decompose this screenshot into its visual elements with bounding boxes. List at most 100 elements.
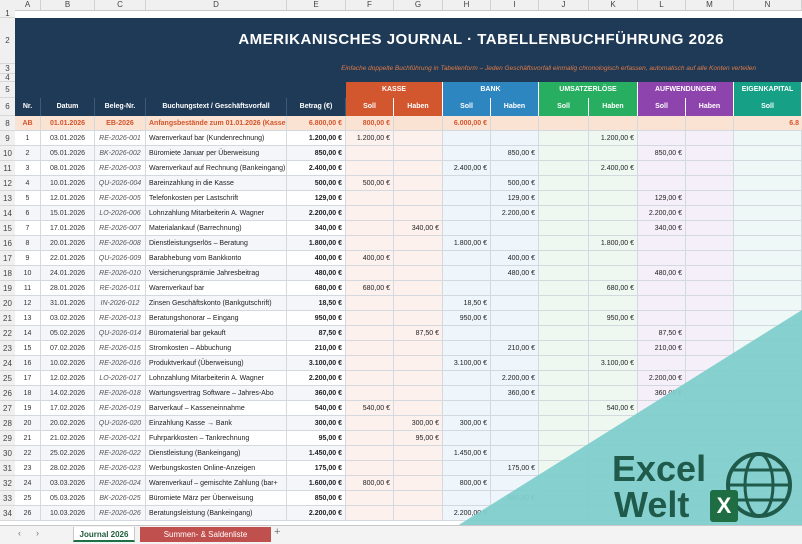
table-cell[interactable]: 360,00 € (287, 386, 346, 401)
table-cell[interactable] (589, 116, 638, 131)
table-cell[interactable] (443, 431, 491, 446)
table-cell[interactable] (394, 341, 443, 356)
table-cell[interactable]: 1.800,00 € (287, 236, 346, 251)
table-cell[interactable] (394, 356, 443, 371)
table-cell[interactable]: 18 (15, 386, 41, 401)
row-number[interactable]: 4 (0, 74, 15, 82)
table-cell[interactable] (443, 326, 491, 341)
table-cell[interactable] (394, 176, 443, 191)
table-cell[interactable] (443, 281, 491, 296)
table-cell[interactable]: Beratungsleistung (Bankeingang) (146, 506, 287, 521)
table-cell[interactable] (443, 131, 491, 146)
table-cell[interactable] (734, 131, 802, 146)
table-cell[interactable]: 500,00 € (491, 176, 539, 191)
table-cell[interactable] (443, 491, 491, 506)
table-cell[interactable]: AB (15, 116, 41, 131)
row-number[interactable]: 18 (0, 266, 15, 281)
table-cell[interactable] (638, 356, 686, 371)
table-cell[interactable] (394, 146, 443, 161)
table-cell[interactable] (686, 131, 734, 146)
table-cell[interactable] (394, 206, 443, 221)
row-number[interactable]: 10 (0, 146, 15, 161)
table-cell[interactable] (539, 146, 589, 161)
table-cell[interactable] (491, 296, 539, 311)
table-cell[interactable] (686, 236, 734, 251)
table-cell[interactable]: EB-2026 (95, 116, 146, 131)
table-cell[interactable] (443, 266, 491, 281)
table-cell[interactable]: 05.02.2026 (41, 326, 95, 341)
table-cell[interactable]: Dienstleistung (Bankeingang) (146, 446, 287, 461)
table-cell[interactable]: 17.01.2026 (41, 221, 95, 236)
table-cell[interactable]: RE-2026-011 (95, 281, 146, 296)
table-cell[interactable]: 9 (15, 251, 41, 266)
table-cell[interactable]: RE-2026-001 (95, 131, 146, 146)
table-cell[interactable]: 3.100,00 € (443, 356, 491, 371)
table-cell[interactable]: RE-2026-019 (95, 401, 146, 416)
table-cell[interactable]: 540,00 € (287, 401, 346, 416)
table-cell[interactable]: 25 (15, 491, 41, 506)
table-cell[interactable] (394, 446, 443, 461)
table-cell[interactable]: 480,00 € (287, 266, 346, 281)
column-letter[interactable]: B (41, 0, 95, 10)
column-letter[interactable]: F (346, 0, 394, 10)
table-cell[interactable] (539, 311, 589, 326)
table-cell[interactable] (734, 191, 802, 206)
table-cell[interactable] (491, 311, 539, 326)
table-cell[interactable]: 10.01.2026 (41, 176, 95, 191)
table-cell[interactable] (686, 326, 734, 341)
table-cell[interactable] (394, 131, 443, 146)
table-cell[interactable]: Warenverkauf – gemischte Zahlung (bar+ (146, 476, 287, 491)
table-cell[interactable]: 28.01.2026 (41, 281, 95, 296)
row-number[interactable]: 1 (0, 10, 15, 18)
table-cell[interactable] (491, 431, 539, 446)
table-cell[interactable]: 19 (15, 401, 41, 416)
table-cell[interactable] (686, 266, 734, 281)
table-cell[interactable]: 500,00 € (287, 176, 346, 191)
table-cell[interactable] (589, 221, 638, 236)
table-cell[interactable] (491, 221, 539, 236)
table-cell[interactable]: 8 (15, 236, 41, 251)
table-cell[interactable]: 14 (15, 326, 41, 341)
table-cell[interactable] (686, 341, 734, 356)
table-cell[interactable]: 18,50 € (287, 296, 346, 311)
table-cell[interactable]: 2 (15, 146, 41, 161)
table-cell[interactable]: RE-2026-007 (95, 221, 146, 236)
row-number[interactable]: 29 (0, 431, 15, 446)
table-cell[interactable] (539, 356, 589, 371)
table-cell[interactable] (638, 236, 686, 251)
row-number[interactable]: 21 (0, 311, 15, 326)
table-cell[interactable]: 03.01.2026 (41, 131, 95, 146)
table-cell[interactable] (638, 281, 686, 296)
table-cell[interactable]: 800,00 € (346, 476, 394, 491)
table-cell[interactable]: 16 (15, 356, 41, 371)
table-cell[interactable]: 1.800,00 € (589, 236, 638, 251)
table-cell[interactable]: Dienstleistungserlös – Beratung (146, 236, 287, 251)
table-cell[interactable]: Materialankauf (Barrechnung) (146, 221, 287, 236)
table-cell[interactable]: Barabhebung vom Bankkonto (146, 251, 287, 266)
table-cell[interactable]: 540,00 € (346, 401, 394, 416)
table-cell[interactable]: 300,00 € (287, 416, 346, 431)
table-cell[interactable]: LO-2026-006 (95, 206, 146, 221)
table-cell[interactable]: RE-2026-021 (95, 431, 146, 446)
table-cell[interactable] (539, 191, 589, 206)
table-cell[interactable] (346, 356, 394, 371)
table-cell[interactable] (539, 116, 589, 131)
table-cell[interactable]: Büromaterial bar gekauft (146, 326, 287, 341)
table-cell[interactable] (491, 116, 539, 131)
column-letter[interactable]: I (491, 0, 539, 10)
table-cell[interactable]: Beratungshonorar – Eingang (146, 311, 287, 326)
table-cell[interactable]: 07.02.2026 (41, 341, 95, 356)
table-cell[interactable]: RE-2026-023 (95, 461, 146, 476)
row-number[interactable]: 23 (0, 341, 15, 356)
table-cell[interactable] (443, 251, 491, 266)
table-cell[interactable]: Büromiete März per Überweisung (146, 491, 287, 506)
table-cell[interactable]: 1.200,00 € (346, 131, 394, 146)
table-cell[interactable]: Versicherungsprämie Jahresbeitrag (146, 266, 287, 281)
table-cell[interactable]: 31.01.2026 (41, 296, 95, 311)
table-cell[interactable]: 680,00 € (346, 281, 394, 296)
table-cell[interactable]: QU-2026-020 (95, 416, 146, 431)
table-cell[interactable]: 17.02.2026 (41, 401, 95, 416)
table-cell[interactable] (638, 311, 686, 326)
table-cell[interactable] (443, 176, 491, 191)
table-cell[interactable]: RE-2026-008 (95, 236, 146, 251)
